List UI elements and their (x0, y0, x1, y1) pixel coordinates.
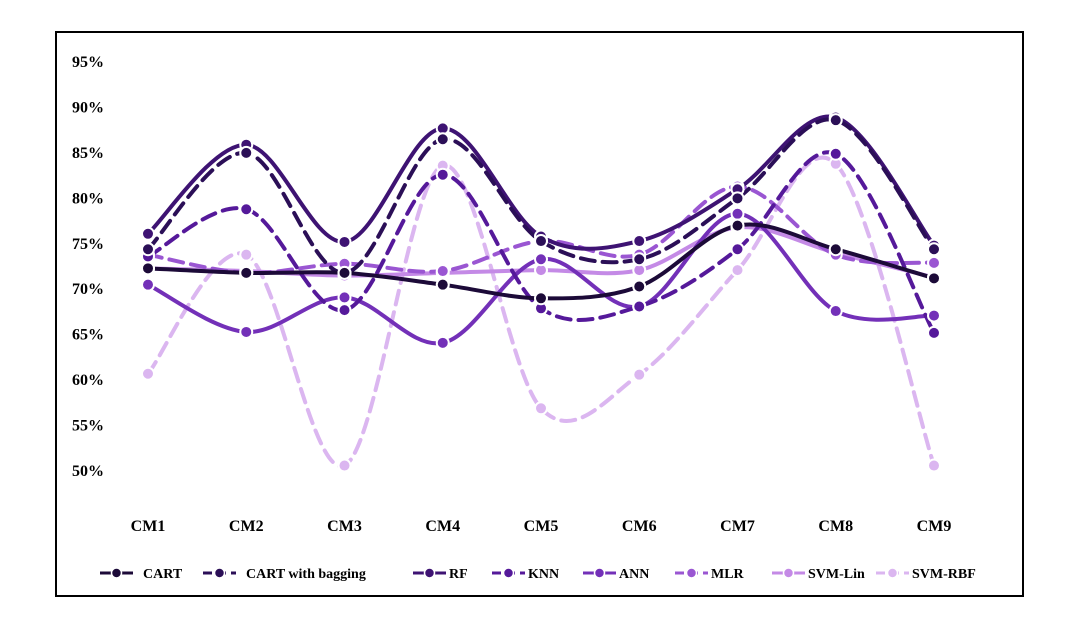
data-point (337, 290, 352, 305)
data-point (337, 303, 352, 318)
data-point (730, 191, 745, 206)
data-point (141, 277, 155, 292)
data-point (141, 366, 155, 381)
legend-label: CART (143, 567, 183, 582)
legend-label: SVM-Lin (808, 567, 865, 582)
legend-label: CART with bagging (246, 567, 366, 582)
y-tick-label: 85% (72, 145, 104, 162)
data-point (239, 247, 254, 262)
legend-marker (685, 567, 698, 579)
data-point (435, 335, 450, 350)
data-point (730, 218, 745, 233)
data-point (534, 291, 548, 306)
data-point (828, 113, 843, 128)
legend-marker (423, 567, 436, 579)
data-point (730, 242, 745, 257)
data-point (239, 265, 254, 280)
y-tick-label: 55% (72, 418, 104, 435)
legend-marker (782, 567, 795, 579)
x-tick-label: CM6 (622, 518, 657, 535)
legend: CART CART with bagging RF KNN ANN MLR SVM-Lin S… (100, 567, 976, 582)
data-point (239, 145, 254, 160)
series-line-svm-rbf (146, 155, 936, 468)
x-tick-label: CM7 (720, 518, 755, 535)
series-line-cart-with-bagging (146, 117, 936, 275)
y-tick-label: 60% (72, 372, 104, 389)
x-tick-label: CM1 (131, 518, 166, 535)
y-tick-label: 65% (72, 327, 104, 344)
data-point (632, 299, 647, 314)
data-point (337, 234, 352, 249)
legend-marker (110, 567, 123, 579)
series-lines (146, 114, 936, 468)
legend-label: RF (449, 567, 468, 582)
x-tick-label: CM8 (818, 518, 853, 535)
y-tick-label: 50% (72, 463, 104, 480)
data-point (435, 132, 450, 147)
y-tick-label: 75% (72, 236, 104, 253)
series-line-cart (146, 222, 936, 301)
legend-marker (886, 567, 899, 579)
data-point (632, 279, 647, 294)
series-line-rf (146, 114, 936, 251)
x-tick-label: CM3 (327, 518, 362, 535)
data-point (337, 458, 352, 473)
data-point (828, 304, 843, 319)
x-tick-label: CM2 (229, 518, 264, 535)
data-point (141, 242, 155, 257)
data-point (927, 242, 941, 257)
legend-marker (502, 567, 515, 579)
legend-label: SVM-RBF (912, 567, 976, 582)
data-point (435, 277, 450, 292)
y-tick-label: 80% (72, 190, 104, 207)
data-point (927, 255, 941, 270)
data-point (534, 234, 548, 249)
data-point (239, 202, 254, 217)
data-point (730, 263, 745, 278)
data-point (141, 261, 155, 276)
data-point (927, 325, 941, 340)
series-points (141, 110, 941, 473)
legend-marker (213, 567, 226, 579)
data-point (632, 252, 647, 267)
data-point (534, 252, 548, 267)
data-point (239, 324, 254, 339)
x-axis: CM1 CM2 CM3 CM4 CM5 CM6 CM7 CM8 CM9 (131, 518, 952, 535)
legend-label: ANN (619, 567, 649, 582)
data-point (632, 367, 647, 382)
legend-marker (593, 567, 606, 579)
chart-frame: 50% 55% 60% 65% 70% 75% 80% 85% 90% 95% CM1 CM2 CM3… (55, 31, 1024, 597)
y-tick-label: 95% (72, 54, 104, 71)
data-point (435, 264, 450, 279)
data-point (337, 265, 352, 280)
line-chart: 50% 55% 60% 65% 70% 75% 80% 85% 90% 95% CM1 CM2 CM3… (72, 54, 976, 582)
data-point (435, 167, 450, 182)
data-point (534, 401, 548, 416)
x-tick-label: CM5 (524, 518, 559, 535)
x-tick-label: CM4 (425, 518, 460, 535)
y-tick-label: 90% (72, 99, 104, 116)
legend-label: MLR (711, 567, 745, 582)
data-point (927, 271, 941, 286)
data-point (141, 226, 155, 241)
legend-label: KNN (528, 567, 559, 582)
y-axis: 50% 55% 60% 65% 70% 75% 80% 85% 90% 95% (72, 54, 104, 480)
data-point (730, 206, 745, 221)
data-point (828, 242, 843, 257)
data-point (927, 458, 941, 473)
data-point (927, 308, 941, 323)
x-tick-label: CM9 (917, 518, 952, 535)
y-tick-label: 70% (72, 281, 104, 298)
data-point (828, 146, 843, 161)
data-point (632, 234, 647, 249)
